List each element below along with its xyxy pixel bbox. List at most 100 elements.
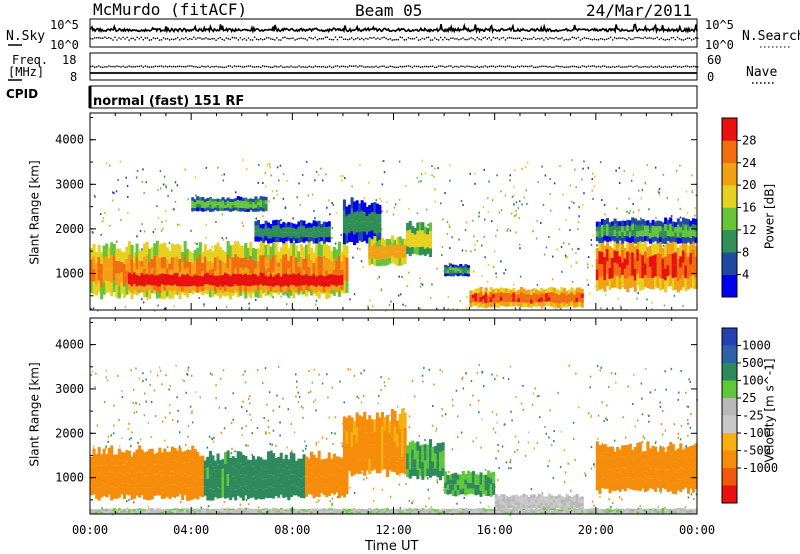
data-cell [135,511,139,513]
data-cell [302,465,306,477]
data-cell [535,499,539,503]
data-cell [196,508,200,510]
data-cell [560,510,564,512]
data-cell [434,460,438,469]
noise-point [200,506,202,509]
data-cell [651,467,655,479]
noise-point [577,247,579,250]
noise-point [587,283,590,286]
noise-point [278,405,281,408]
noise-point [487,211,490,214]
data-cell [246,286,250,292]
data-cell [350,509,354,511]
data-cell [686,256,690,268]
noise-point [131,431,133,434]
data-cell [110,512,114,515]
noise-point [331,386,334,389]
data-cell [623,456,627,469]
noise-point [495,234,497,237]
data-cell [226,474,230,486]
data-cell [679,267,683,279]
noise-point [618,166,621,169]
data-cell [299,512,303,514]
data-cell [598,232,602,238]
data-cell [611,248,615,258]
data-cell [436,460,440,469]
data-cell [201,276,205,282]
noise-point [166,446,169,449]
data-cell [353,510,357,512]
data-cell [90,509,94,511]
data-cell [287,222,291,227]
data-cell [315,477,319,487]
data-cell [674,450,678,462]
data-cell [193,508,197,511]
data-cell [514,501,518,505]
data-cell [342,280,346,293]
data-cell [676,469,680,480]
data-cell [426,240,430,248]
data-cell [173,460,177,473]
data-cell [494,288,498,293]
data-cell [138,511,142,513]
data-cell [342,210,346,222]
noise-point [121,437,123,440]
data-cell [100,509,104,511]
data-cell [130,510,134,512]
data-cell [684,457,688,468]
data-cell [216,201,220,205]
data-cell [158,471,162,484]
data-cell [459,511,463,513]
data-cell [388,239,392,246]
data-cell [489,511,493,513]
data-cell [689,264,693,277]
noise-point [514,435,517,438]
data-cell [411,233,415,240]
data-cell [236,508,240,510]
noise-point [566,256,569,259]
data-cell [557,299,561,304]
data-cell [368,415,372,430]
noise-point [673,294,676,297]
data-cell [509,495,513,499]
data-cell [282,241,286,255]
data-cell [201,251,205,263]
data-cell [208,463,212,476]
data-cell [466,476,470,483]
data-cell [221,261,225,273]
noise-point [495,276,498,278]
data-cell [102,510,106,512]
data-cell [138,458,142,472]
noise-point [459,299,461,302]
data-cell [97,280,101,293]
noise-point [159,187,162,190]
data-cell [312,511,316,513]
data-cell [191,276,195,281]
noise-point [590,415,592,418]
data-cell [464,270,468,274]
data-cell [355,509,359,511]
data-cell [120,483,124,495]
noise-point [342,422,344,425]
data-cell [279,258,283,270]
data-cell [355,443,359,459]
data-cell [216,205,220,209]
data-cell [621,262,625,275]
data-cell [459,266,463,270]
data-cell [267,222,271,228]
data-cell [135,472,139,484]
noise-point [376,278,379,281]
data-cell [461,265,465,269]
data-cell [573,299,577,304]
noise-point [246,168,248,171]
data-cell [251,511,255,513]
data-cell [474,474,478,480]
data-cell [110,509,114,512]
data-cell [611,235,615,241]
data-cell [191,271,195,277]
data-cell [95,465,99,477]
noise-point [246,410,248,412]
data-cell [299,256,303,270]
data-cell [484,474,488,480]
data-cell [641,255,645,267]
